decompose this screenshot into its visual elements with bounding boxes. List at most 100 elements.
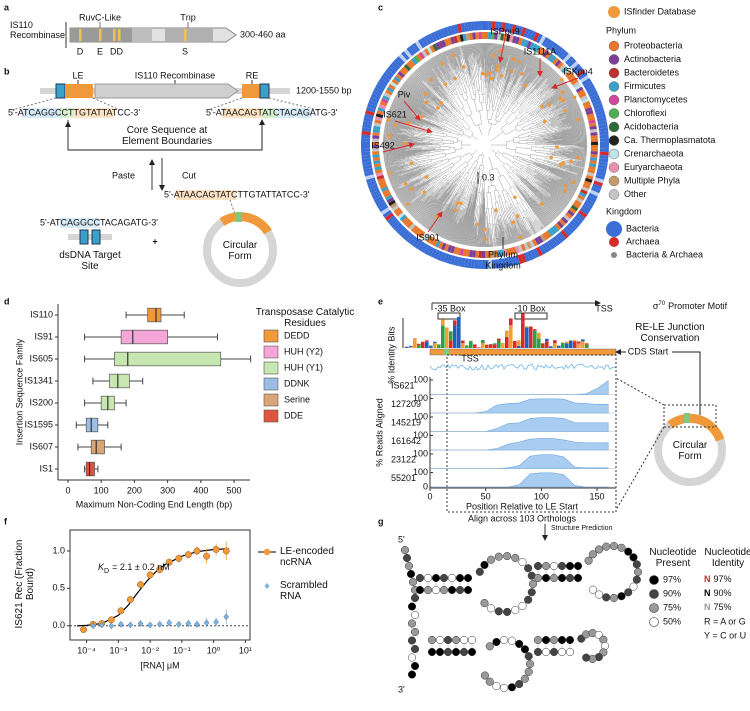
nucleotide bbox=[565, 561, 575, 571]
kingdom-ring-segment bbox=[396, 225, 405, 234]
logo-letter bbox=[525, 327, 529, 348]
plus-sign: + bbox=[152, 236, 157, 246]
phylum-ring-segment bbox=[374, 119, 382, 124]
y-tick-label: 100 bbox=[413, 374, 428, 384]
kingdom-ring-segment bbox=[362, 120, 373, 126]
isfinder-dot bbox=[440, 61, 445, 66]
kingdom-ring-segment bbox=[526, 29, 534, 40]
legend-label: N 90% bbox=[704, 588, 732, 598]
ring-label: Kingdom bbox=[485, 260, 521, 270]
kingdom-ring-segment bbox=[565, 225, 574, 234]
logo-letter bbox=[517, 340, 521, 346]
logo-letter bbox=[473, 344, 477, 347]
kingdom-ring-segment bbox=[453, 24, 459, 34]
kingdom-ring-segment bbox=[599, 154, 609, 160]
isfinder-dot bbox=[388, 133, 393, 138]
nucleotide bbox=[633, 567, 643, 577]
kingdom-ring-segment bbox=[415, 40, 423, 51]
legend-label: Actinobacteria bbox=[624, 54, 681, 64]
phylum-ring-segment bbox=[373, 125, 381, 130]
data-point bbox=[194, 620, 200, 628]
zoom-line bbox=[229, 199, 236, 215]
isfinder-dot bbox=[388, 171, 392, 175]
kingdom-ring-segment bbox=[581, 204, 592, 212]
kingdom-ring-segment bbox=[592, 183, 602, 190]
nucleotide bbox=[594, 545, 604, 554]
isfinder-dot bbox=[386, 117, 391, 122]
circular-core bbox=[684, 413, 690, 423]
phylum-ring-segment bbox=[413, 227, 421, 235]
nucleotide bbox=[629, 553, 638, 562]
recombinase-label: IS110 Recombinase bbox=[135, 70, 215, 80]
phylum-ring-segment bbox=[432, 238, 439, 247]
logo-letter bbox=[533, 330, 537, 348]
logo-letter bbox=[537, 338, 541, 348]
panel-label: g bbox=[378, 516, 384, 526]
data-point bbox=[193, 547, 201, 555]
phylum-ring-segment bbox=[404, 64, 412, 72]
kingdom-ring-segment bbox=[391, 61, 401, 70]
nucleotide bbox=[518, 601, 527, 610]
legend-title: Nucleotide Identity bbox=[704, 547, 750, 569]
phylum-ring-segment bbox=[534, 237, 541, 245]
kingdom-ring-segment bbox=[504, 257, 510, 268]
phylum-ring-segment bbox=[580, 189, 588, 195]
kingdom-ring-segment bbox=[552, 236, 561, 246]
identity-bar bbox=[429, 348, 617, 356]
nucleotide bbox=[541, 635, 551, 645]
isfinder-dot bbox=[509, 69, 514, 73]
kingdom-ring-segment bbox=[535, 33, 543, 44]
le-element bbox=[65, 84, 93, 98]
element-length: 1200-1550 bp bbox=[296, 85, 352, 95]
logo-letter bbox=[525, 326, 529, 328]
code-label: Y = C or U bbox=[704, 630, 746, 640]
kingdom-ring-segment bbox=[560, 229, 569, 239]
residue-mark bbox=[113, 29, 116, 41]
nucleotide bbox=[549, 647, 559, 657]
nucleotide bbox=[609, 593, 619, 602]
kingdom-ring-segment bbox=[594, 177, 604, 184]
nucleotide bbox=[463, 573, 473, 583]
identity-percent: 90% bbox=[714, 588, 732, 598]
phylum-ring-segment bbox=[472, 32, 476, 40]
phylum-ring-segment bbox=[558, 218, 566, 226]
kingdom-ring-segment bbox=[373, 195, 384, 203]
kingdom-ring-segment bbox=[443, 27, 450, 37]
phylum-ring-segment bbox=[587, 116, 596, 121]
logo-letter bbox=[445, 327, 449, 335]
phylum-ring-segment bbox=[450, 36, 456, 45]
identity-letter: N bbox=[704, 574, 711, 584]
logo-letter bbox=[465, 345, 469, 347]
cut-label: Cut bbox=[182, 170, 197, 180]
nucleotide bbox=[533, 647, 543, 657]
kingdom-ring-segment bbox=[409, 236, 418, 246]
kingdom-ring-segment bbox=[569, 220, 579, 229]
y-tick-label: 100 bbox=[413, 448, 428, 458]
kingdom-ring-segment bbox=[596, 113, 606, 119]
logo-letter bbox=[481, 339, 485, 344]
logo-letter bbox=[521, 313, 525, 323]
data-point bbox=[107, 616, 115, 624]
kingdom-ring-segment bbox=[595, 110, 605, 116]
kingdom-ring-segment bbox=[590, 186, 601, 194]
phylum-ring-segment bbox=[588, 163, 597, 168]
kingdom-ring-segment bbox=[541, 243, 549, 253]
x-tick-label: 10¹ bbox=[239, 645, 252, 655]
phylum-ring-segment bbox=[378, 104, 387, 110]
logo-letter bbox=[473, 346, 477, 348]
nucleotide bbox=[500, 683, 509, 692]
phylum-ring-segment bbox=[391, 78, 400, 86]
isfinder-dot bbox=[563, 189, 567, 193]
tree-label: IS901 bbox=[416, 232, 440, 242]
target-flank bbox=[91, 229, 101, 245]
isfinder-dot bbox=[424, 175, 429, 179]
nucleotide bbox=[494, 552, 503, 561]
kingdom-ring-segment bbox=[362, 123, 372, 129]
nucleotide bbox=[451, 647, 461, 657]
kingdom-ring-segment bbox=[588, 192, 598, 200]
nucleotide bbox=[404, 561, 414, 571]
logo-letter bbox=[497, 340, 501, 348]
logo-letter bbox=[565, 343, 569, 348]
y-tick-label: IS110 bbox=[30, 309, 53, 319]
y-tick-label: IS91 bbox=[34, 331, 53, 341]
